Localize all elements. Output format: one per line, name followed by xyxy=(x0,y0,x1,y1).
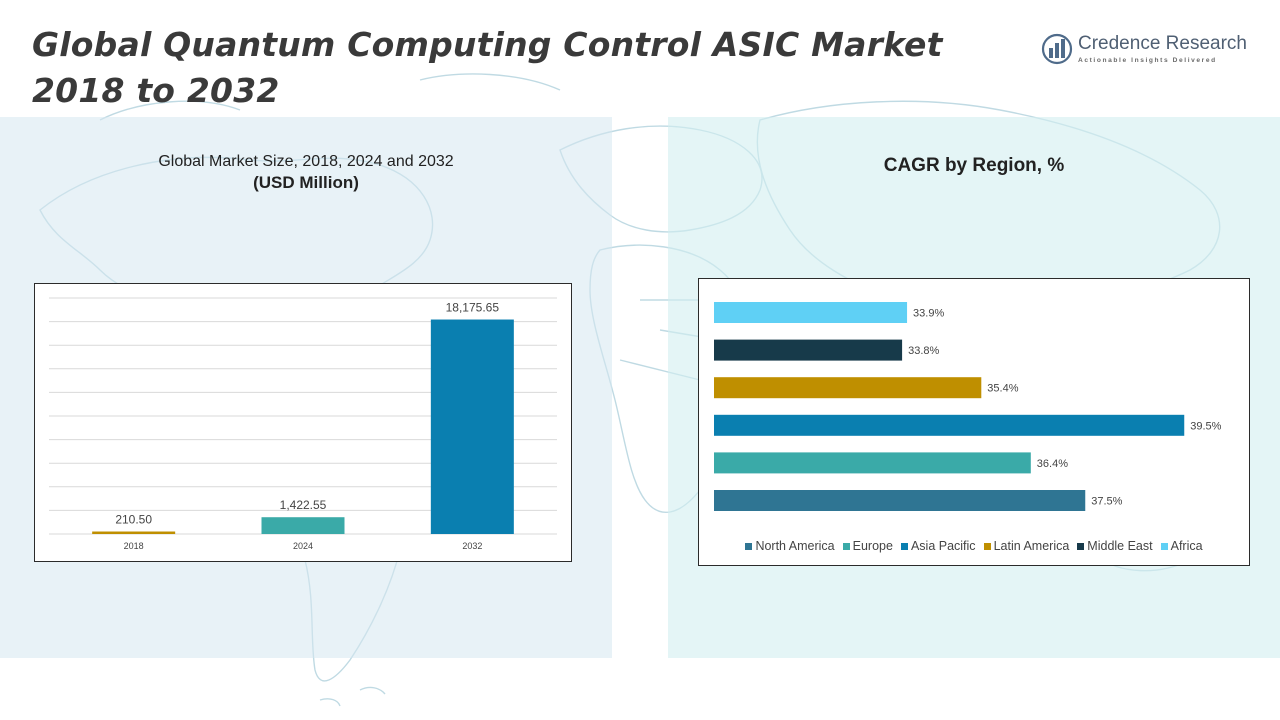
bar-value-label: 1,422.55 xyxy=(280,498,327,512)
page-title-line-1: Global Quantum Computing Control ASIC Ma… xyxy=(32,25,943,64)
page-title-line-2: 2018 to 2032 xyxy=(32,71,280,110)
market-size-unit: (USD Million) xyxy=(253,173,359,192)
cagr-bar-north-america xyxy=(714,490,1086,511)
logo-tagline: Actionable Insights Delivered xyxy=(1078,57,1217,64)
legend-label: Asia Pacific xyxy=(910,539,976,553)
cagr-bar-middle-east xyxy=(714,339,903,361)
cagr-value-label: 35.4% xyxy=(987,383,1018,395)
page-title: Global Quantum Computing Control ASIC Ma… xyxy=(32,22,943,114)
bar-value-label: 18,175.65 xyxy=(446,301,500,315)
legend-swatch xyxy=(1077,542,1085,550)
legend-label: Europe xyxy=(852,539,893,553)
x-tick-label: 2018 xyxy=(124,541,144,551)
legend-item: Africa xyxy=(1160,539,1203,553)
bar-2018 xyxy=(92,531,176,534)
cagr-title: CAGR by Region, % xyxy=(883,155,1065,176)
legend-swatch xyxy=(842,542,850,550)
cagr-value-label: 36.4% xyxy=(1037,458,1068,470)
company-logo: Credence Research Actionable Insights De… xyxy=(1040,30,1260,70)
market-size-chart-svg: 210.50 2018 1,422.55 2024 18,175.65 2032 xyxy=(49,297,557,551)
legend-item: Europe xyxy=(842,539,893,553)
legend-swatch xyxy=(983,542,991,550)
cagr-bar-europe xyxy=(714,452,1031,474)
cagr-chart: 33.9% 33.8% 35.4% 39.5% 36.4% 37.5% North Ame… xyxy=(698,278,1250,566)
bar-globe-logo-icon xyxy=(1041,33,1073,65)
legend-label: North America xyxy=(755,539,835,553)
logo-name: Credence Research xyxy=(1078,33,1247,54)
legend-label: Latin America xyxy=(993,539,1070,553)
legend-item: Asia Pacific xyxy=(900,539,976,553)
cagr-chart-svg: 33.9% 33.8% 35.4% 39.5% 36.4% 37.5% xyxy=(714,302,1222,511)
legend-item: Latin America xyxy=(983,539,1070,553)
bar-value-label: 210.50 xyxy=(115,513,152,527)
legend-label: Middle East xyxy=(1087,539,1153,553)
legend-swatch xyxy=(1160,542,1168,550)
legend-item: Middle East xyxy=(1077,539,1153,553)
market-size-subtitle: Global Market Size, 2018, 2024 and 2032 … xyxy=(0,153,612,193)
legend-label: Africa xyxy=(1170,539,1203,553)
cagr-value-label: 39.5% xyxy=(1190,420,1221,432)
cagr-bar-latin-america xyxy=(714,377,982,399)
cagr-value-label: 33.9% xyxy=(913,308,944,320)
cagr-value-label: 33.8% xyxy=(908,345,939,357)
legend-item: North America xyxy=(745,539,835,553)
legend-swatch xyxy=(900,542,908,550)
x-tick-label: 2024 xyxy=(293,541,313,551)
market-size-chart: 210.50 2018 1,422.55 2024 18,175.65 2032 xyxy=(34,283,572,562)
cagr-legend: North America Europe Asia Pacific Latin Ame… xyxy=(699,539,1249,553)
market-size-subtitle-text: Global Market Size, 2018, 2024 and 2032 xyxy=(158,153,454,170)
legend-swatch xyxy=(745,542,753,550)
cagr-bar-asia-pacific xyxy=(714,414,1185,436)
bar-2024 xyxy=(261,517,345,534)
bar-2032 xyxy=(430,319,514,534)
x-tick-label: 2032 xyxy=(462,541,482,551)
cagr-bar-africa xyxy=(714,302,908,323)
cagr-value-label: 37.5% xyxy=(1091,496,1122,508)
